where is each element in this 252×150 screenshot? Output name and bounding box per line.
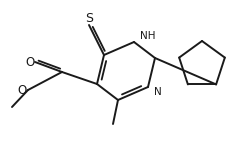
Text: N: N <box>153 87 161 97</box>
Text: NH: NH <box>140 31 155 41</box>
Text: O: O <box>25 56 35 69</box>
Text: O: O <box>17 84 26 96</box>
Text: S: S <box>85 12 93 24</box>
